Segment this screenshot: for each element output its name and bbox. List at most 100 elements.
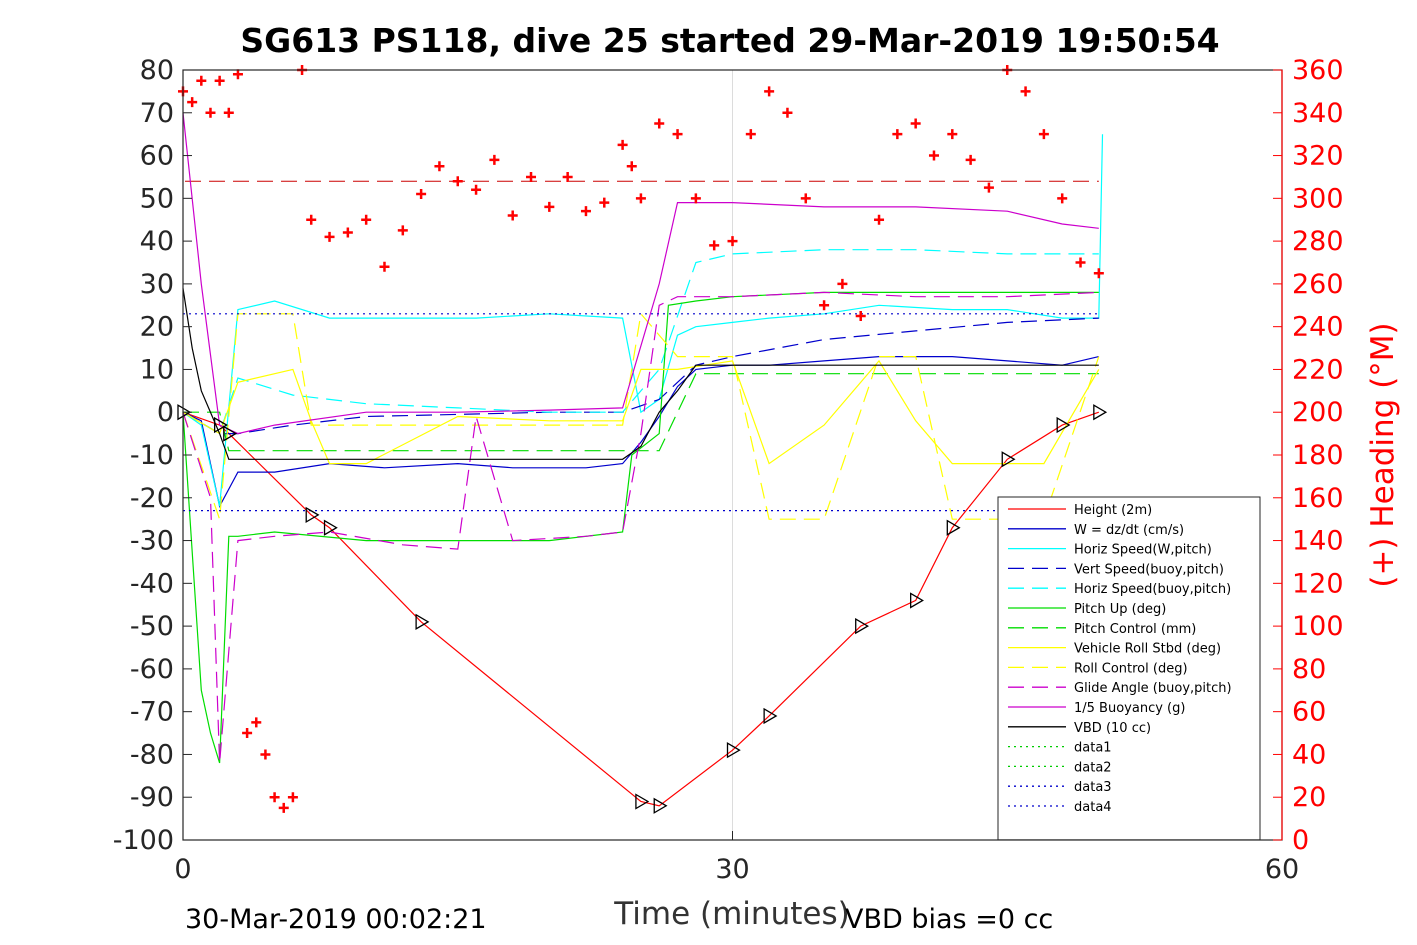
right-tick-label: 100	[1292, 611, 1344, 642]
heading-point	[599, 197, 610, 208]
series-line-9	[182, 291, 1099, 764]
legend-entry: VBD (10 cc)	[1074, 721, 1151, 736]
right-tick-label: 180	[1292, 440, 1344, 471]
height-marker	[1001, 451, 1016, 468]
height-marker	[855, 617, 870, 635]
y-tick-label: -60	[130, 654, 174, 685]
heading-point	[910, 118, 921, 129]
height-marker	[1056, 416, 1071, 434]
heading-point	[196, 75, 207, 86]
heading-point	[342, 227, 353, 238]
height-marker	[223, 425, 238, 442]
heading-point	[855, 310, 866, 321]
heading-point	[709, 240, 720, 251]
y-tick-label: -40	[130, 568, 174, 599]
heading-point	[434, 161, 445, 172]
height-marker	[323, 519, 338, 536]
legend-box	[997, 496, 1261, 841]
footer-timestamp: 30-Mar-2019 00:02:21	[185, 904, 487, 935]
height-marker	[726, 742, 741, 759]
heading-point	[214, 75, 225, 86]
heading-point	[690, 193, 701, 204]
legend-entry: Glide Angle (buoy,pitch)	[1074, 681, 1232, 696]
heading-point	[1075, 257, 1086, 268]
heading-point	[635, 193, 646, 204]
x-tick-label: 30	[715, 854, 749, 885]
right-tick-label: 60	[1292, 697, 1326, 728]
heading-point	[306, 214, 317, 225]
heading-point	[580, 206, 591, 217]
legend-entry: Vert Speed(buoy,pitch)	[1074, 562, 1224, 577]
heading-point	[1020, 86, 1031, 97]
right-tick-label: 120	[1292, 568, 1344, 599]
right-tick-label: 340	[1292, 98, 1344, 129]
heading-point	[1093, 268, 1104, 279]
height-marker	[946, 519, 961, 536]
height-marker	[635, 793, 650, 810]
heading-point	[278, 802, 289, 813]
heading-point	[205, 107, 216, 118]
height-marker	[910, 592, 924, 609]
y-tick-label: -50	[130, 611, 174, 642]
right-tick-label: 320	[1292, 141, 1344, 172]
y-tick-label: 50	[140, 183, 174, 214]
legend-entry: data3	[1074, 780, 1112, 795]
x-tick-label: 60	[1265, 854, 1299, 885]
heading-point	[187, 97, 198, 108]
heading-point	[232, 69, 243, 80]
series-line-0	[182, 411, 1099, 807]
heading-point	[544, 201, 555, 212]
right-tick-label: 260	[1292, 269, 1344, 300]
heading-point	[397, 225, 408, 236]
heading-point	[260, 749, 271, 760]
heading-point	[223, 107, 234, 118]
right-tick-label: 80	[1292, 654, 1326, 685]
y-tick-label: 0	[157, 397, 174, 428]
heading-point	[379, 261, 390, 272]
heading-point	[269, 792, 280, 803]
heading-point	[242, 728, 253, 739]
y-tick-label: -20	[130, 483, 174, 514]
right-tick-label: 360	[1292, 55, 1344, 86]
heading-point	[654, 118, 665, 129]
series-line-7	[182, 359, 1100, 465]
heading-point	[928, 150, 939, 161]
right-tick-label: 220	[1292, 354, 1344, 385]
series-line-6	[183, 373, 1099, 452]
legend-entry: Pitch Up (deg)	[1074, 602, 1166, 617]
right-tick-label: 20	[1292, 782, 1326, 813]
legend-entry: W = dz/dt (cm/s)	[1074, 523, 1184, 538]
y-tick-label: -70	[130, 697, 174, 728]
heading-point	[819, 300, 830, 311]
height-marker	[213, 416, 228, 434]
x-tick-label: 0	[174, 854, 191, 885]
heading-point	[892, 129, 903, 140]
heading-point	[947, 129, 958, 140]
series-line-11	[182, 288, 1099, 460]
legend-entry: data4	[1074, 800, 1112, 815]
right-axis-label: (+) Heading (°M)	[1365, 322, 1401, 587]
y-tick-label: -80	[130, 739, 174, 770]
heading-point	[324, 231, 335, 242]
right-tick-label: 280	[1292, 226, 1344, 257]
height-marker	[305, 506, 320, 524]
right-tick-label: 300	[1292, 183, 1344, 214]
y-tick-label: 80	[140, 55, 174, 86]
legend-entry: Roll Control (deg)	[1074, 661, 1188, 676]
legend-entry: Vehicle Roll Stbd (deg)	[1074, 642, 1221, 657]
series-line-10	[182, 112, 1099, 435]
y-tick-label: -30	[130, 526, 174, 557]
axes: 0 30 6080706050403020100-10-20-30-40-50-60…	[113, 55, 1344, 885]
heading-point	[452, 176, 463, 187]
y-tick-label: 40	[140, 226, 174, 257]
y-tick-label: -90	[130, 782, 174, 813]
heading-point	[471, 184, 482, 195]
series-line-4	[182, 249, 1099, 435]
y-tick-label: 10	[140, 354, 174, 385]
heading-point	[562, 171, 573, 182]
right-tick-label: 140	[1292, 526, 1344, 557]
heading-point	[361, 214, 372, 225]
right-tick-label: 200	[1292, 397, 1344, 428]
